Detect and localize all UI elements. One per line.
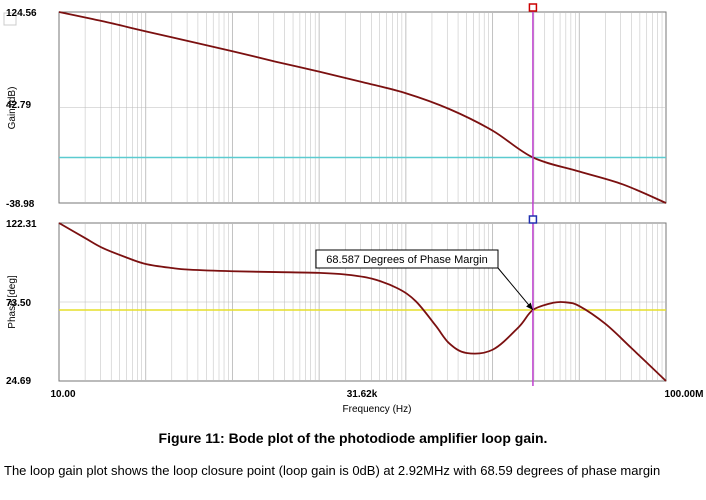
bode-plot: 124.56 42.79 -38.98 Gain (dB) 122.31 73.… — [3, 3, 704, 415]
x-tick-label-mid: 31.62k — [347, 389, 378, 400]
annotation-box — [315, 249, 499, 269]
x-tick-label-max: 100.00M — [665, 389, 704, 400]
phase-grid — [59, 223, 666, 381]
body-paragraph: The loop gain plot shows the loop closur… — [4, 463, 661, 478]
gain-axis-title: Gain (dB) — [7, 87, 18, 130]
phase-margin-annotation: 68.587 Degrees of Phase Margin — [315, 249, 534, 311]
gain-tick-label-top: 124.56 — [6, 8, 37, 19]
annotation-arrow — [497, 267, 534, 311]
figure-caption: Figure 11: Bode plot of the photodiode a… — [158, 430, 548, 446]
phase-axis-title: Phase [deg] — [7, 275, 18, 329]
phase-curve — [58, 222, 667, 382]
gain-curve — [58, 11, 667, 204]
gain-cursor-handle[interactable] — [528, 3, 538, 12]
x-tick-label-min: 10.00 — [50, 389, 75, 400]
annotation-text: 68.587 Degrees of Phase Margin — [326, 254, 487, 266]
gain-tick-label-mid: 42.79 — [6, 100, 31, 111]
gain-panel: 124.56 42.79 -38.98 Gain (dB) — [6, 8, 667, 210]
gain-grid — [59, 12, 666, 203]
phase-panel: 122.31 73.50 24.69 Phase [deg] — [6, 219, 667, 387]
x-axis-title: Frequency (Hz) — [343, 404, 412, 415]
phase-tick-label-top: 122.31 — [6, 219, 37, 230]
phase-cursor-handle[interactable] — [528, 215, 538, 224]
phase-tick-label-mid: 73.50 — [6, 298, 31, 309]
gain-tick-label-bottom: -38.98 — [6, 199, 35, 210]
annotation-arrowhead — [526, 302, 533, 310]
phase-tick-label-bottom: 24.69 — [6, 376, 31, 387]
corner-box — [3, 12, 17, 26]
